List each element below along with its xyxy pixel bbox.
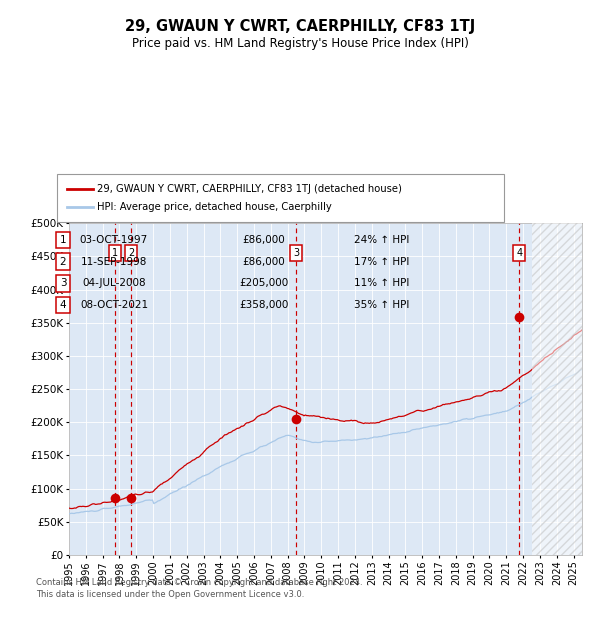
Text: 3: 3 — [293, 248, 299, 258]
Text: £86,000: £86,000 — [242, 257, 286, 267]
Bar — [532, 223, 582, 555]
Text: 3: 3 — [59, 278, 67, 288]
Text: 1: 1 — [59, 235, 67, 245]
Text: £86,000: £86,000 — [242, 235, 286, 245]
Text: HPI: Average price, detached house, Caerphilly: HPI: Average price, detached house, Caer… — [97, 202, 332, 212]
Text: 2: 2 — [59, 257, 67, 267]
Text: 04-JUL-2008: 04-JUL-2008 — [82, 278, 146, 288]
Text: £205,000: £205,000 — [239, 278, 289, 288]
Text: 35% ↑ HPI: 35% ↑ HPI — [354, 300, 409, 310]
Text: £358,000: £358,000 — [239, 300, 289, 310]
Text: 03-OCT-1997: 03-OCT-1997 — [80, 235, 148, 245]
Text: 08-OCT-2021: 08-OCT-2021 — [80, 300, 148, 310]
Text: 1: 1 — [112, 248, 118, 258]
Text: Contains HM Land Registry data © Crown copyright and database right 2024.
This d: Contains HM Land Registry data © Crown c… — [36, 578, 362, 600]
Text: 29, GWAUN Y CWRT, CAERPHILLY, CF83 1TJ (detached house): 29, GWAUN Y CWRT, CAERPHILLY, CF83 1TJ (… — [97, 184, 402, 193]
Text: 11% ↑ HPI: 11% ↑ HPI — [354, 278, 409, 288]
Text: 4: 4 — [59, 300, 67, 310]
Text: 2: 2 — [128, 248, 134, 258]
Text: 29, GWAUN Y CWRT, CAERPHILLY, CF83 1TJ: 29, GWAUN Y CWRT, CAERPHILLY, CF83 1TJ — [125, 19, 475, 33]
Text: 24% ↑ HPI: 24% ↑ HPI — [354, 235, 409, 245]
Text: 11-SEP-1998: 11-SEP-1998 — [81, 257, 147, 267]
Text: Price paid vs. HM Land Registry's House Price Index (HPI): Price paid vs. HM Land Registry's House … — [131, 37, 469, 50]
Text: 17% ↑ HPI: 17% ↑ HPI — [354, 257, 409, 267]
Text: 4: 4 — [516, 248, 523, 258]
